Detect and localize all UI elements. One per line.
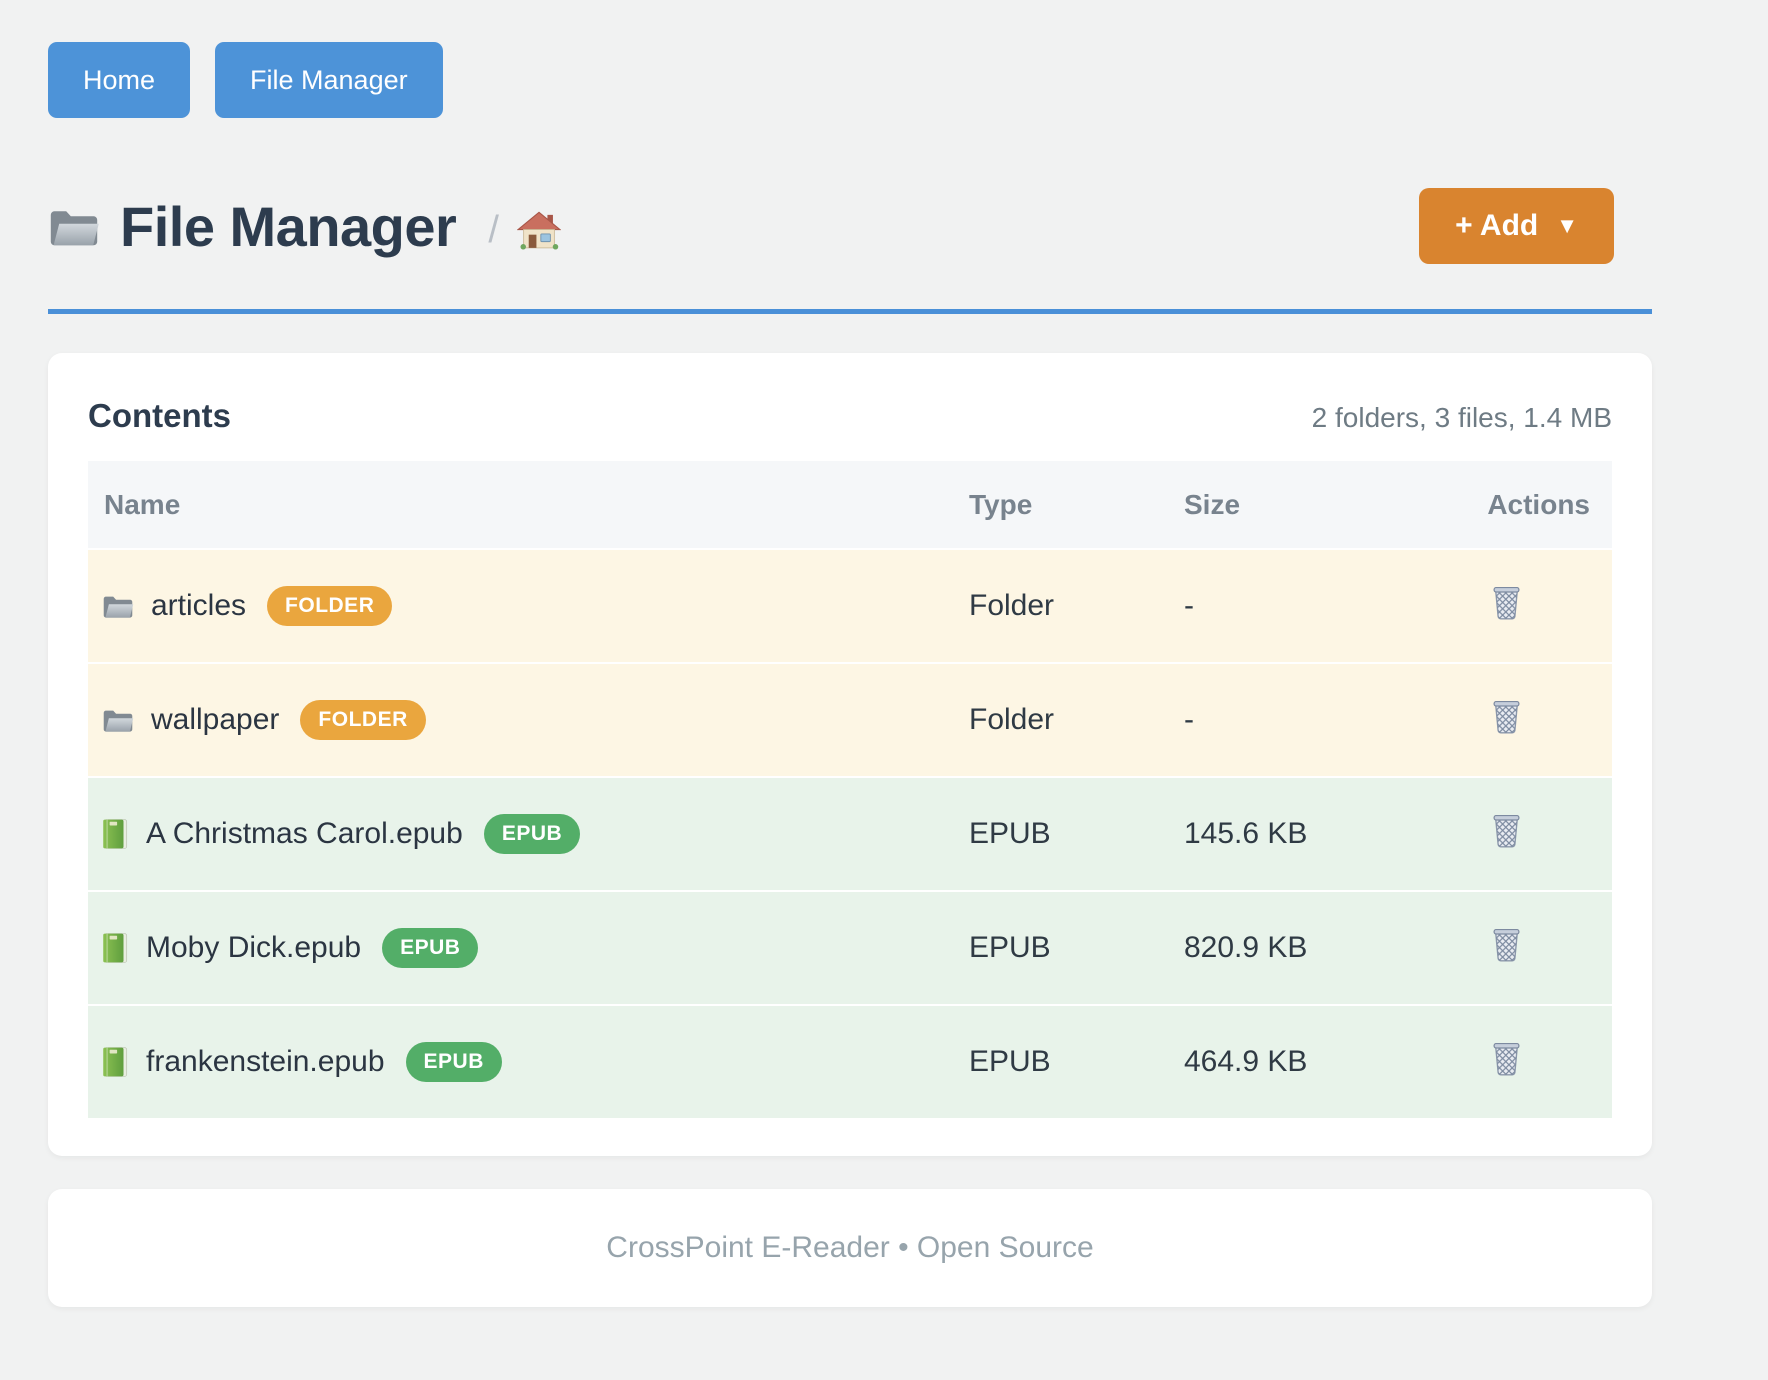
type-badge: EPUB — [382, 928, 479, 968]
type-badge: EPUB — [483, 814, 581, 854]
table-row[interactable]: wallpaper FOLDER Folder - — [88, 662, 1612, 777]
file-type: EPUB — [969, 776, 1184, 891]
type-badge: FOLDER — [300, 700, 426, 740]
trash-icon — [1490, 697, 1523, 735]
house-icon[interactable] — [516, 210, 562, 252]
table-row[interactable]: A Christmas Carol.epub EPUB EPUB 145.6 K… — [88, 776, 1612, 891]
file-type: Folder — [969, 662, 1184, 777]
page-header: File Manager / + Add ▼ — [48, 188, 1652, 264]
page: Home File Manager File Manager / — [48, 42, 1652, 1307]
nav-file-manager-button[interactable]: File Manager — [215, 42, 443, 118]
top-nav: Home File Manager — [48, 42, 1652, 118]
column-header-name: Name — [88, 461, 969, 549]
file-name[interactable]: articles — [151, 589, 247, 622]
column-header-actions: Actions — [1401, 461, 1612, 549]
delete-button[interactable] — [1490, 583, 1523, 621]
file-name[interactable]: A Christmas Carol.epub — [146, 817, 463, 850]
book-icon — [102, 818, 129, 850]
file-name[interactable]: frankenstein.epub — [146, 1045, 385, 1078]
file-name[interactable]: wallpaper — [151, 703, 280, 736]
book-icon — [102, 1046, 129, 1078]
add-button-label: + Add — [1455, 209, 1539, 242]
book-icon — [102, 932, 129, 964]
delete-button[interactable] — [1490, 1039, 1523, 1077]
contents-summary: 2 folders, 3 files, 1.4 MB — [1311, 402, 1612, 433]
breadcrumb-separator: / — [488, 208, 499, 251]
nav-home-button[interactable]: Home — [48, 42, 191, 118]
column-header-type: Type — [969, 461, 1184, 549]
delete-button[interactable] — [1490, 925, 1523, 963]
table-row[interactable]: frankenstein.epub EPUB EPUB 464.9 KB — [88, 1004, 1612, 1118]
footer-text: CrossPoint E-Reader • Open Source — [606, 1231, 1094, 1264]
add-button[interactable]: + Add ▼ — [1419, 188, 1614, 264]
column-header-size: Size — [1184, 461, 1401, 549]
footer: CrossPoint E-Reader • Open Source — [48, 1189, 1652, 1307]
trash-icon — [1490, 1039, 1523, 1077]
file-size: - — [1184, 548, 1401, 663]
delete-button[interactable] — [1490, 697, 1523, 735]
contents-title: Contents — [88, 397, 231, 434]
header-divider — [48, 309, 1652, 314]
file-size: - — [1184, 662, 1401, 777]
type-badge: FOLDER — [267, 586, 393, 626]
file-type: Folder — [969, 548, 1184, 663]
file-table: Name Type Size Actions — [88, 461, 1612, 1118]
file-name[interactable]: Moby Dick.epub — [146, 931, 362, 964]
file-type: EPUB — [969, 890, 1184, 1005]
file-size: 820.9 KB — [1184, 890, 1401, 1005]
folder-icon — [48, 204, 100, 249]
file-size: 464.9 KB — [1184, 1004, 1401, 1118]
trash-icon — [1490, 925, 1523, 963]
table-header-row: Name Type Size Actions — [88, 461, 1612, 549]
folder-icon — [102, 706, 134, 734]
delete-button[interactable] — [1490, 811, 1523, 849]
table-row[interactable]: Moby Dick.epub EPUB EPUB 820.9 KB — [88, 890, 1612, 1005]
caret-down-icon: ▼ — [1556, 213, 1578, 238]
folder-icon — [102, 592, 134, 620]
table-body: articles FOLDER Folder - — [88, 548, 1612, 1118]
contents-card: Contents 2 folders, 3 files, 1.4 MB Name… — [48, 353, 1652, 1156]
file-size: 145.6 KB — [1184, 776, 1401, 891]
table-row[interactable]: articles FOLDER Folder - — [88, 548, 1612, 663]
type-badge: EPUB — [405, 1042, 502, 1082]
page-title: File Manager — [120, 194, 457, 258]
trash-icon — [1490, 583, 1523, 621]
trash-icon — [1490, 811, 1523, 849]
file-type: EPUB — [969, 1004, 1184, 1118]
